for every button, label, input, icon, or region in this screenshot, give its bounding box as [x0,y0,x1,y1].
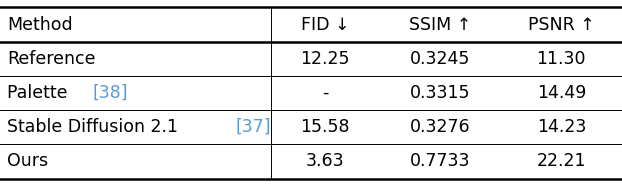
Text: PSNR ↑: PSNR ↑ [528,16,595,33]
Text: 14.49: 14.49 [537,84,586,102]
Text: -: - [322,84,328,102]
Text: 22.21: 22.21 [537,153,586,170]
Text: 0.3276: 0.3276 [410,118,470,136]
Text: Palette: Palette [7,84,73,102]
Text: Reference: Reference [7,50,96,68]
Text: 12.25: 12.25 [300,50,350,68]
Text: FID ↓: FID ↓ [301,16,349,33]
Text: 15.58: 15.58 [300,118,350,136]
Text: [38]: [38] [93,84,128,102]
Text: Method: Method [7,16,73,33]
Text: Ours: Ours [7,153,49,170]
Text: 14.23: 14.23 [537,118,586,136]
Text: 3.63: 3.63 [305,153,345,170]
Text: 11.30: 11.30 [537,50,586,68]
Text: Stable Diffusion 2.1: Stable Diffusion 2.1 [7,118,184,136]
Text: [37]: [37] [235,118,271,136]
Text: 0.3315: 0.3315 [410,84,470,102]
Text: SSIM ↑: SSIM ↑ [409,16,471,33]
Text: 0.3245: 0.3245 [410,50,470,68]
Text: 0.7733: 0.7733 [410,153,470,170]
